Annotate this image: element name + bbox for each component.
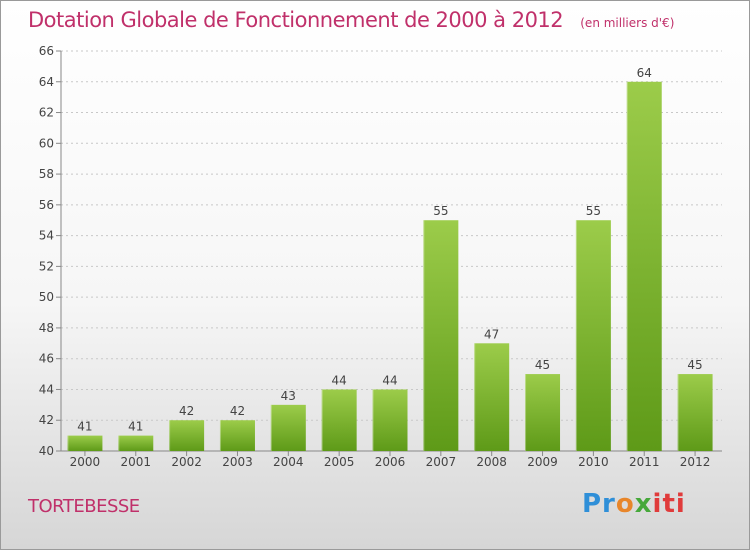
bar [321,389,357,451]
bar [270,404,306,451]
bar [118,435,154,451]
x-tick-label: 2009 [527,455,558,469]
data-label: 41 [128,420,143,434]
data-label: 41 [77,420,92,434]
data-label: 42 [230,404,245,418]
data-label: 55 [433,204,448,218]
data-label: 44 [332,373,347,387]
data-label: 43 [281,389,296,403]
y-tick-label: 40 [39,444,54,458]
grid-lines [61,50,722,421]
data-label: 45 [687,358,702,372]
y-tick-label: 48 [39,321,54,335]
y-tick-label: 44 [39,382,54,396]
bar [372,389,408,451]
x-tick-label: 2007 [426,455,457,469]
y-tick-label: 42 [39,413,54,427]
x-tick-label: 2008 [476,455,507,469]
commune-name: TORTEBESSE [28,496,140,517]
y-tick-label: 54 [39,229,54,243]
bar [677,374,713,451]
y-tick-label: 58 [39,167,54,181]
x-tick-label: 2001 [120,455,151,469]
data-label: 47 [484,327,499,341]
x-tick-label: 2003 [222,455,253,469]
y-tick-label: 56 [39,198,54,212]
data-label: 64 [637,66,652,80]
bar [626,81,662,452]
y-tick-label: 64 [39,75,54,89]
chart-unit: (en milliers d'€) [580,16,675,30]
data-label: 44 [382,373,397,387]
y-tick-label: 60 [39,136,54,150]
chart-title-row: Dotation Globale de Fonctionnement de 20… [28,8,674,32]
x-tick-label: 2012 [680,455,711,469]
x-tick-label: 2000 [70,455,101,469]
bar [423,220,459,451]
x-tick-label: 2006 [375,455,406,469]
data-label: 55 [586,204,601,218]
data-label: 45 [535,358,550,372]
x-tick-label: 2010 [578,455,609,469]
y-tick-label: 46 [39,352,54,366]
y-tick-label: 66 [39,44,54,58]
bar [474,343,510,451]
x-tick-label: 2002 [171,455,202,469]
chart-title: Dotation Globale de Fonctionnement de 20… [28,8,564,32]
y-tick-label: 52 [39,259,54,273]
y-tick-label: 50 [39,290,54,304]
bar [219,420,255,451]
proxiti-logo: Proxiti [582,489,686,519]
bar [525,374,561,451]
bar [67,435,103,451]
bar [169,420,205,451]
x-tick-label: 2004 [273,455,304,469]
x-tick-label: 2011 [629,455,660,469]
labels: 41 2000 41 2001 42 2002 42 2003 43 2004 44 2005 44 20… [70,66,711,469]
x-tick-label: 2005 [324,455,355,469]
bars [67,81,713,452]
data-label: 42 [179,404,194,418]
y-tick-label: 62 [39,106,54,120]
bar [575,220,611,451]
